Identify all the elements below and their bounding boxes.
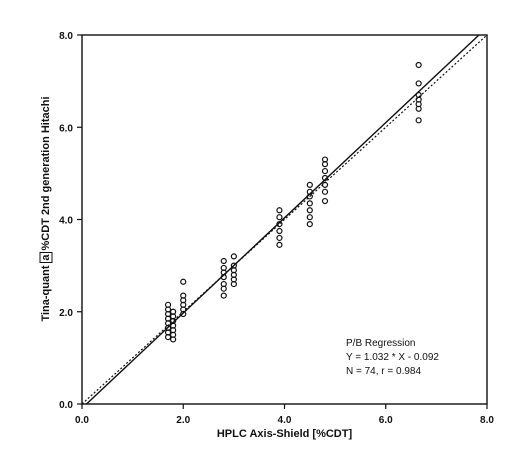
x-tick-label: 4.0 [278,415,292,426]
data-point [321,188,329,195]
data-point [164,334,172,341]
data-point [306,181,313,189]
data-point [306,207,313,214]
data-point [170,336,177,343]
data-point [220,285,227,292]
chart-layer: 0.0 2.0 4.0 6.0 8.0 0.0 2.0 4.0 6.0 8.0 HPLC Axis-… [39,31,494,440]
annotation-line: N = 74, r = 0.984 [346,366,421,377]
identity-line [82,35,487,404]
y-tick-label: 6.0 [59,123,73,134]
data-point [276,227,283,235]
y-axis-label: Tina-quant a %CDT 2nd generation Hitachi [39,96,53,322]
data-point [321,167,329,175]
registered-mark: a [40,254,52,261]
data-point [276,241,283,248]
data-point [276,234,283,242]
data-point [415,105,422,112]
data-point [180,310,187,318]
registered-mark-box [39,252,53,263]
data-point [306,200,313,207]
data-point [230,280,237,288]
y-tick-label: 8.0 [59,31,73,42]
x-axis-label: HPLC Axis-Shield [%CDT] [217,428,353,440]
data-point [180,278,187,285]
annotation-line: P/B Regression [346,338,415,349]
data-point [220,292,227,299]
x-tick-label: 0.0 [75,415,89,426]
data-point [415,80,422,87]
data-point [321,161,329,168]
data-point [306,193,313,200]
annotation-line: Y = 1.032 * X - 0.092 [346,352,439,363]
y-axis-label-suffix: %CDT 2nd generation Hitachi [40,96,52,250]
data-point [415,61,422,69]
y-tick-label: 4.0 [59,216,73,227]
x-tick-label: 2.0 [176,415,190,426]
data-point [321,197,329,205]
y-tick-label: 2.0 [59,308,73,319]
regression-line [85,35,480,404]
y-tick-label: 0.0 [59,400,73,411]
data-point [276,214,283,221]
x-tick-label: 6.0 [379,415,393,426]
data-point [415,117,422,124]
regression-annotation: P/B Regression Y = 1.032 * X - 0.092 N = 7… [346,338,439,377]
data-point [276,221,283,228]
data-point [321,181,329,189]
data-point [306,221,313,228]
data-point [276,207,283,214]
data-point [321,174,329,182]
data-point [230,253,237,260]
data-point [220,274,227,281]
x-tick-label: 8.0 [480,415,494,426]
data-point [220,257,227,265]
y-axis-label-prefix: Tina-quant [40,265,52,321]
data-point [306,214,313,221]
